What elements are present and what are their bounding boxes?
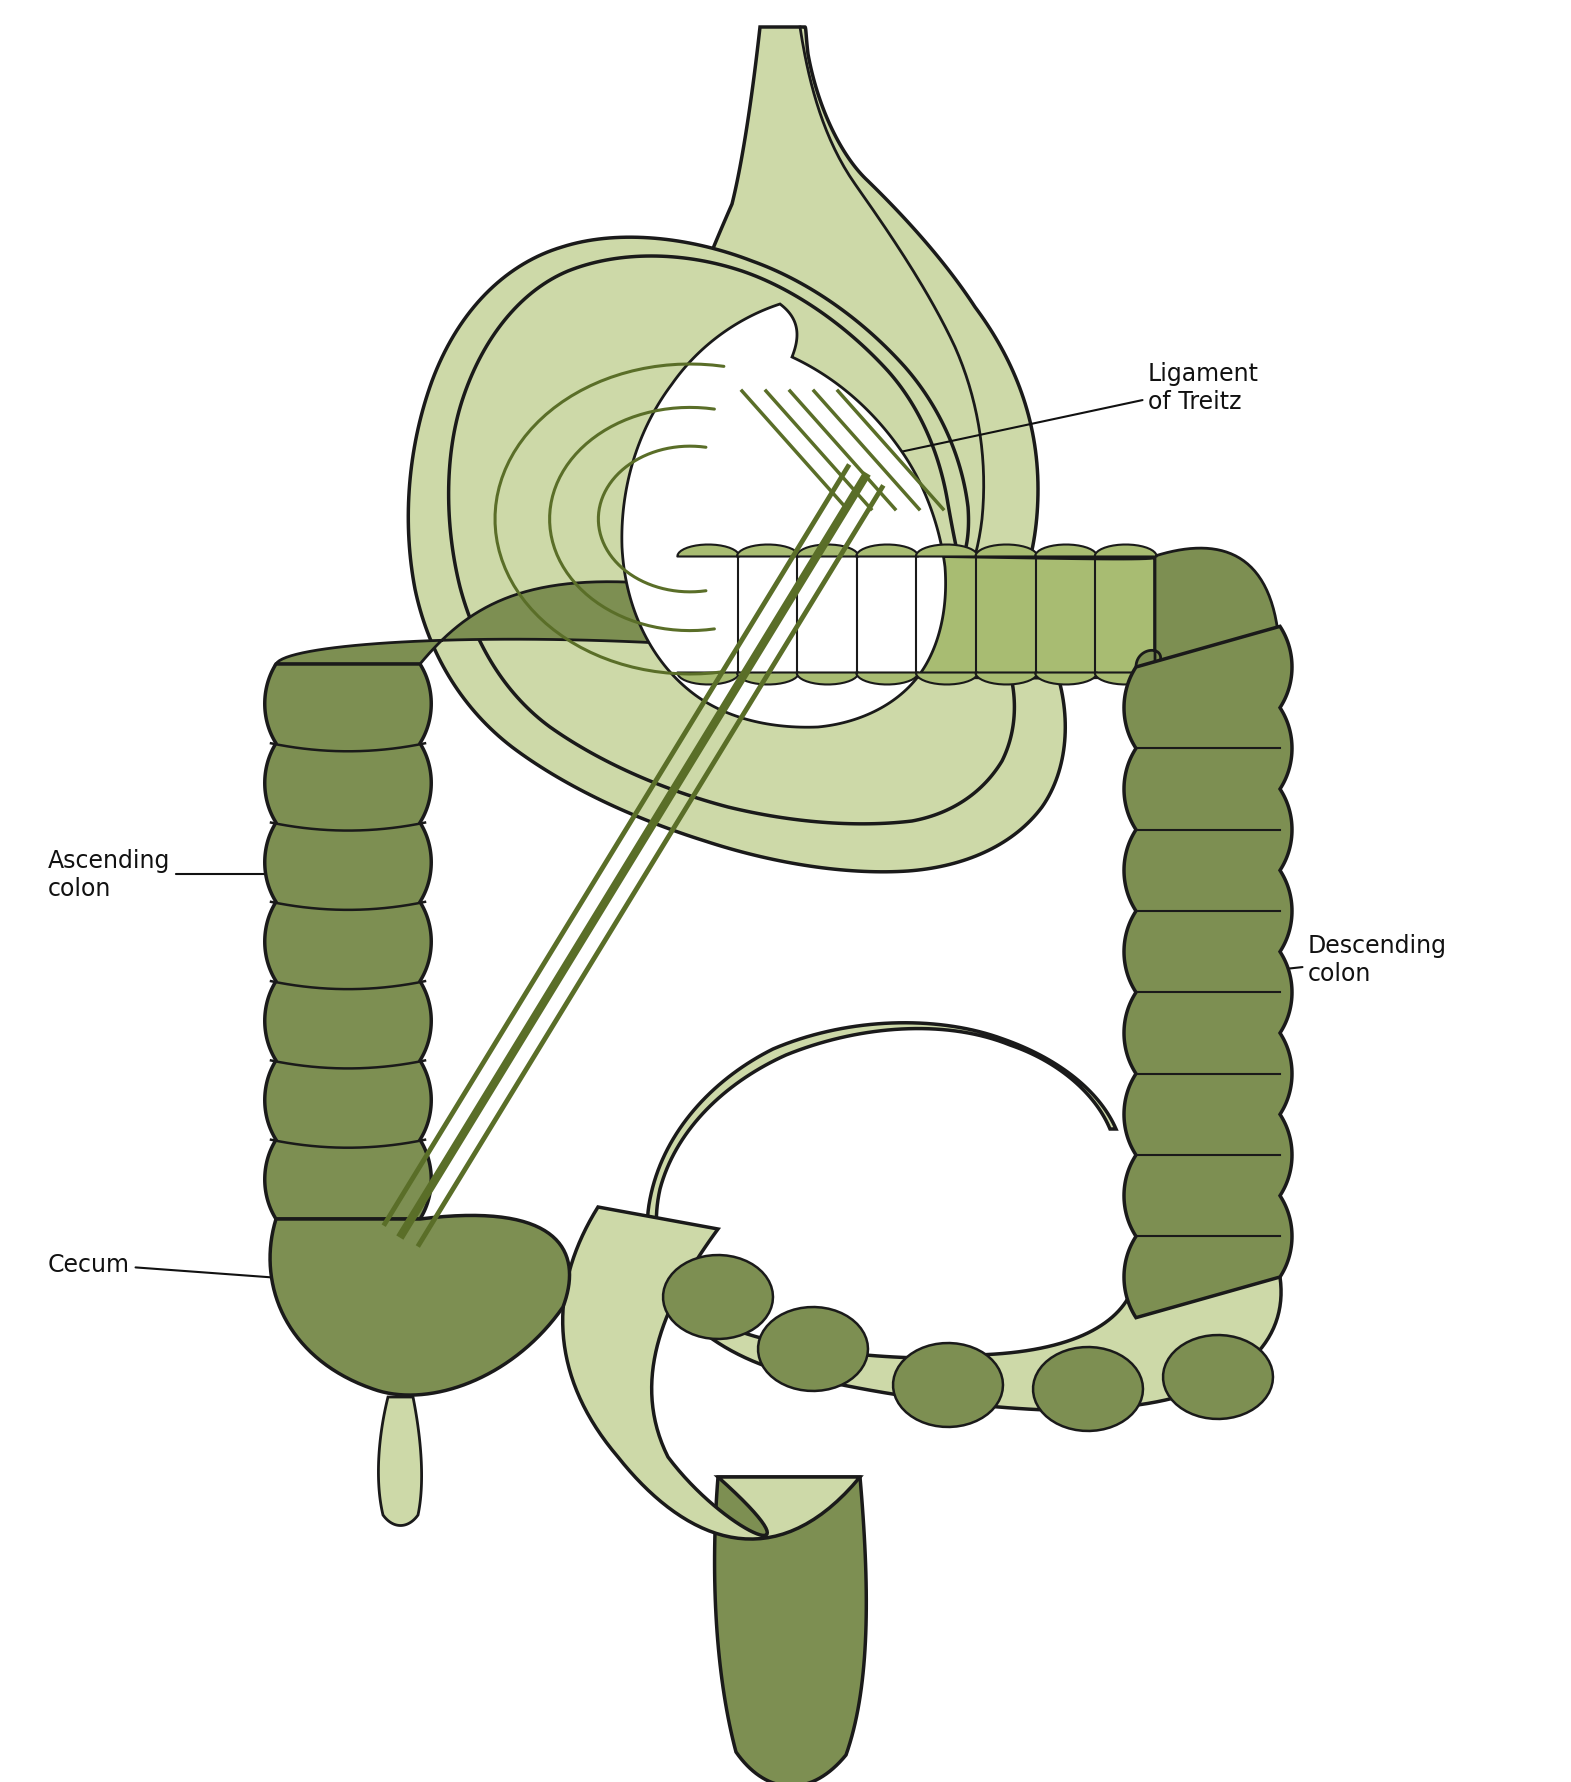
Polygon shape	[276, 583, 679, 665]
Polygon shape	[1034, 1347, 1144, 1431]
Text: Cecum: Cecum	[49, 1253, 360, 1285]
Polygon shape	[1123, 627, 1291, 1319]
Polygon shape	[892, 1344, 1002, 1427]
Polygon shape	[562, 1208, 859, 1540]
Polygon shape	[679, 556, 1156, 679]
Polygon shape	[408, 239, 1065, 873]
Polygon shape	[663, 1255, 773, 1340]
Polygon shape	[715, 1477, 866, 1782]
Text: Ascending
colon: Ascending colon	[49, 848, 349, 900]
Text: Descending
colon: Descending colon	[1196, 934, 1447, 985]
Polygon shape	[759, 1308, 869, 1392]
Polygon shape	[647, 1023, 1280, 1411]
Polygon shape	[622, 305, 946, 727]
Polygon shape	[646, 29, 1038, 723]
Polygon shape	[265, 665, 432, 1219]
Polygon shape	[379, 1397, 421, 1525]
Text: Ligament
of Treitz: Ligament of Treitz	[861, 362, 1258, 462]
Polygon shape	[1136, 549, 1280, 672]
Polygon shape	[1163, 1335, 1273, 1418]
Polygon shape	[270, 1215, 570, 1395]
